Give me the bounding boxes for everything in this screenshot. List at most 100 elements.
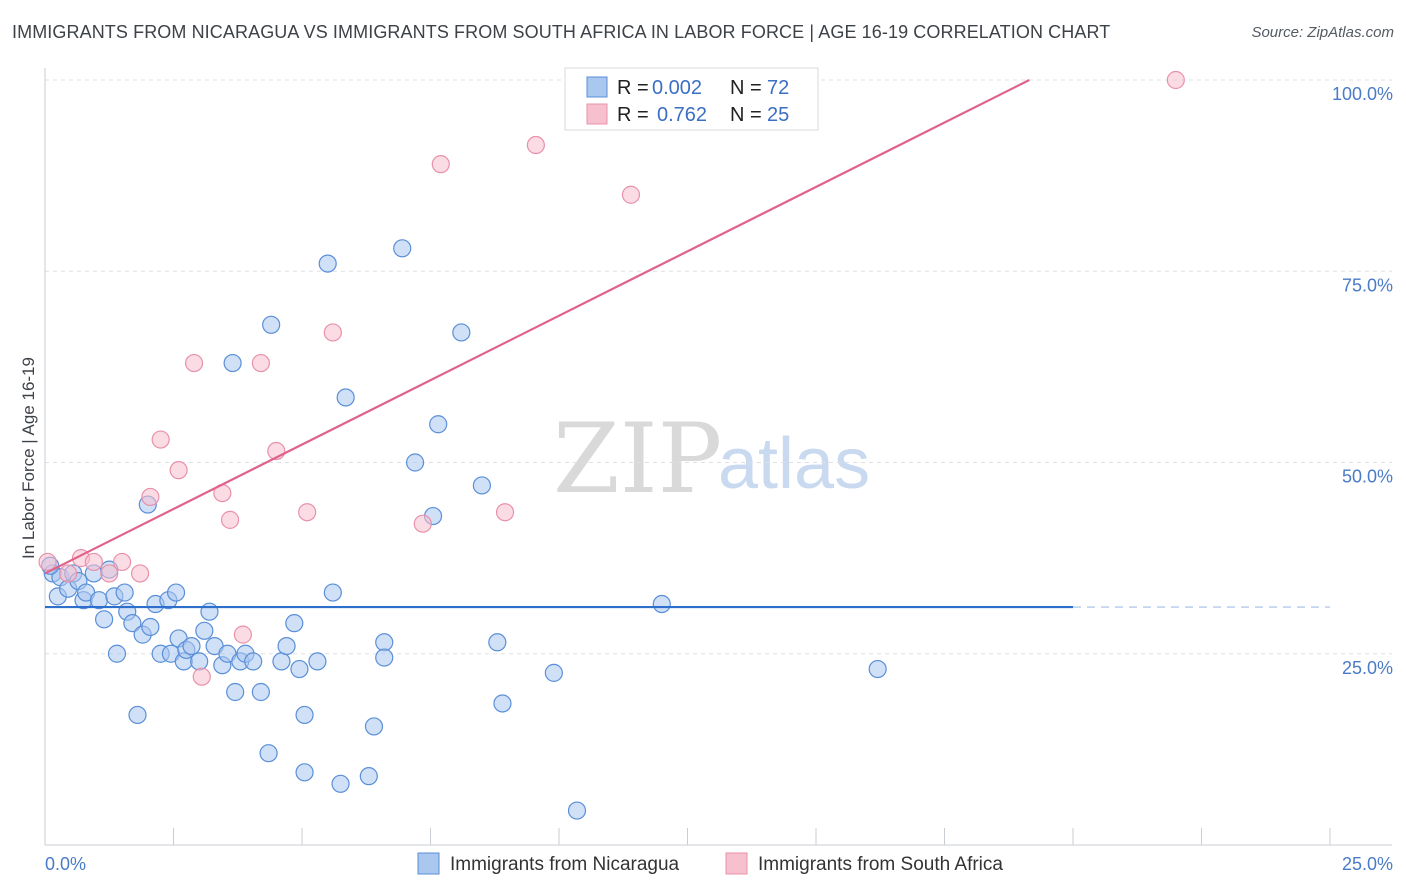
point-nicaragua bbox=[652, 594, 671, 614]
point-nicaragua bbox=[200, 602, 219, 621]
legend-n-label-1: N = bbox=[730, 77, 762, 99]
y-tick-label: 25.0% bbox=[1342, 658, 1393, 678]
legend-r-value-2: 0.762 bbox=[657, 104, 707, 126]
point-nicaragua bbox=[308, 652, 327, 671]
point-south-africa bbox=[413, 514, 432, 533]
bottom-legend-swatch-blue bbox=[417, 852, 440, 875]
chart-title: IMMIGRANTS FROM NICARAGUA VS IMMIGRANTS … bbox=[12, 22, 1111, 42]
bottom-legend-label-south-africa: Immigrants from South Africa bbox=[758, 854, 1003, 875]
point-south-africa bbox=[59, 564, 78, 583]
point-nicaragua bbox=[259, 744, 278, 763]
point-nicaragua bbox=[226, 682, 245, 702]
point-nicaragua bbox=[285, 614, 304, 633]
point-nicaragua bbox=[318, 254, 337, 273]
point-nicaragua bbox=[405, 453, 425, 472]
point-south-africa bbox=[621, 185, 641, 204]
y-axis-label: In Labor Force | Age 16-19 bbox=[19, 357, 38, 559]
point-nicaragua bbox=[262, 315, 281, 334]
legend: R = 0.002 N = 72 R = 0.762 N = 25 bbox=[564, 67, 819, 131]
source-label: Source: ZipAtlas.com bbox=[1251, 24, 1394, 41]
point-nicaragua bbox=[488, 633, 507, 652]
point-south-africa bbox=[130, 564, 150, 583]
point-nicaragua bbox=[544, 663, 563, 682]
point-south-africa bbox=[192, 667, 211, 686]
point-nicaragua bbox=[295, 763, 314, 782]
point-nicaragua bbox=[223, 353, 242, 373]
point-nicaragua bbox=[429, 415, 448, 434]
trend-line-south-africa bbox=[44, 79, 1030, 575]
point-nicaragua bbox=[251, 682, 270, 702]
point-south-africa bbox=[38, 552, 57, 572]
point-nicaragua bbox=[295, 705, 314, 725]
point-south-africa bbox=[251, 353, 270, 373]
point-nicaragua bbox=[195, 621, 214, 640]
point-south-africa bbox=[233, 625, 252, 644]
legend-r-label-1: R = bbox=[617, 77, 649, 99]
point-south-africa bbox=[151, 430, 170, 449]
point-south-africa bbox=[84, 552, 103, 572]
y-tick-label: 50.0% bbox=[1342, 467, 1393, 487]
y-tick-label: 100.0% bbox=[1332, 84, 1393, 104]
point-south-africa bbox=[1166, 70, 1185, 90]
point-nicaragua bbox=[567, 801, 587, 820]
x-tick-label-max: 25.0% bbox=[1342, 854, 1393, 874]
y-tick-labels: 25.0% 50.0% 75.0% 100.0% bbox=[1332, 84, 1393, 678]
point-nicaragua bbox=[393, 239, 412, 258]
point-nicaragua bbox=[141, 617, 160, 637]
watermark-atlas: atlas bbox=[718, 424, 870, 504]
legend-swatch-blue bbox=[586, 76, 608, 98]
point-south-africa bbox=[495, 503, 515, 522]
legend-r-value-1: 0.002 bbox=[652, 77, 702, 99]
point-nicaragua bbox=[277, 636, 296, 656]
watermark-zip: ZIP bbox=[553, 403, 722, 515]
point-nicaragua bbox=[472, 476, 491, 495]
point-nicaragua bbox=[290, 659, 309, 679]
point-nicaragua bbox=[493, 694, 512, 713]
point-south-africa bbox=[526, 135, 545, 155]
point-south-africa bbox=[431, 155, 450, 174]
point-nicaragua bbox=[272, 652, 291, 671]
point-nicaragua bbox=[452, 323, 471, 342]
point-nicaragua bbox=[190, 652, 209, 671]
trend-lines bbox=[44, 79, 1330, 609]
x-tick-marks bbox=[173, 828, 1331, 845]
point-nicaragua bbox=[359, 767, 378, 786]
point-south-africa bbox=[323, 323, 342, 342]
legend-swatch-pink bbox=[586, 103, 608, 125]
bottom-legend-swatch-pink bbox=[725, 852, 748, 875]
point-south-africa bbox=[184, 353, 204, 373]
point-south-africa bbox=[220, 510, 240, 529]
point-nicaragua bbox=[182, 636, 201, 656]
legend-n-label-2: N = bbox=[730, 104, 762, 126]
legend-r-label-2: R = bbox=[617, 104, 649, 126]
series-nicaragua bbox=[41, 239, 887, 820]
point-south-africa bbox=[100, 564, 119, 583]
point-nicaragua bbox=[375, 648, 394, 667]
point-nicaragua bbox=[107, 644, 127, 663]
y-tick-label: 75.0% bbox=[1342, 275, 1393, 295]
point-nicaragua bbox=[123, 614, 142, 633]
point-nicaragua bbox=[336, 388, 355, 407]
point-south-africa bbox=[141, 487, 160, 507]
bottom-legend-label-nicaragua: Immigrants from Nicaragua bbox=[450, 854, 680, 875]
point-nicaragua bbox=[331, 774, 350, 793]
point-nicaragua bbox=[244, 652, 263, 671]
watermark: ZIP atlas bbox=[553, 403, 870, 515]
point-south-africa bbox=[169, 461, 188, 480]
x-tick-label-min: 0.0% bbox=[45, 854, 86, 874]
point-nicaragua bbox=[868, 659, 887, 679]
legend-n-value-2: 25 bbox=[767, 104, 789, 126]
bottom-legend: Immigrants from Nicaragua Immigrants fro… bbox=[417, 852, 1003, 875]
point-nicaragua bbox=[95, 610, 114, 629]
point-nicaragua bbox=[166, 583, 186, 602]
point-nicaragua bbox=[115, 583, 134, 602]
point-nicaragua bbox=[375, 633, 394, 652]
point-nicaragua bbox=[364, 717, 384, 736]
point-south-africa bbox=[298, 503, 317, 522]
legend-n-value-1: 72 bbox=[767, 77, 789, 99]
point-south-africa bbox=[112, 552, 132, 572]
point-nicaragua bbox=[128, 705, 147, 725]
grid bbox=[45, 79, 1392, 655]
series-south-africa bbox=[38, 70, 1185, 686]
